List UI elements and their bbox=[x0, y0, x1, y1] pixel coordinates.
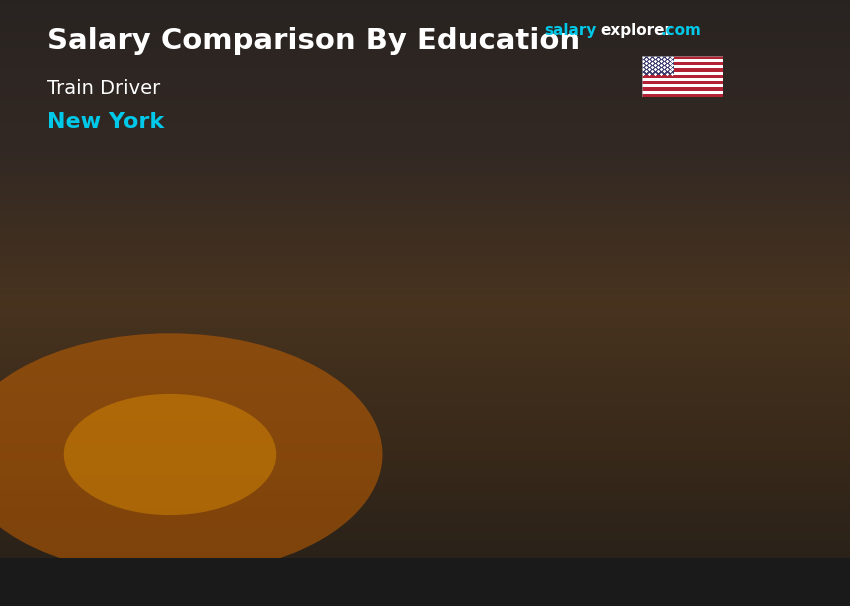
Bar bbox=[642, 65, 722, 68]
Bar bbox=[642, 56, 722, 59]
Text: Average Yearly Salary: Average Yearly Salary bbox=[801, 303, 811, 416]
Ellipse shape bbox=[64, 394, 276, 515]
Text: explorer: explorer bbox=[600, 23, 672, 38]
Polygon shape bbox=[368, 353, 446, 465]
Bar bbox=[0, 558, 850, 606]
Bar bbox=[642, 68, 722, 72]
Text: +68%: +68% bbox=[488, 207, 564, 231]
Polygon shape bbox=[446, 350, 468, 465]
Bar bbox=[642, 62, 722, 65]
Text: 34,400 USD: 34,400 USD bbox=[351, 329, 447, 344]
Ellipse shape bbox=[0, 333, 382, 576]
Text: Train Driver: Train Driver bbox=[47, 79, 160, 98]
Polygon shape bbox=[685, 275, 706, 465]
Text: New York: New York bbox=[47, 112, 164, 132]
Bar bbox=[642, 81, 722, 84]
Text: 21,900 USD: 21,900 USD bbox=[112, 370, 208, 384]
Polygon shape bbox=[129, 394, 208, 465]
Text: .com: .com bbox=[660, 23, 701, 38]
Bar bbox=[642, 56, 674, 75]
Bar bbox=[642, 59, 722, 62]
Polygon shape bbox=[208, 390, 229, 465]
Text: salary: salary bbox=[544, 23, 597, 38]
Polygon shape bbox=[368, 350, 468, 353]
Bar bbox=[642, 78, 722, 81]
Bar bbox=[642, 84, 722, 87]
Polygon shape bbox=[129, 390, 229, 394]
Text: Certificate or
Diploma: Certificate or Diploma bbox=[363, 486, 473, 521]
Polygon shape bbox=[606, 275, 706, 278]
Bar bbox=[642, 91, 722, 94]
Text: High School: High School bbox=[130, 486, 228, 501]
Text: 57,600 USD: 57,600 USD bbox=[589, 253, 685, 268]
Bar bbox=[642, 75, 722, 78]
Text: Salary Comparison By Education: Salary Comparison By Education bbox=[47, 27, 580, 55]
Text: Bachelor's
Degree: Bachelor's Degree bbox=[613, 486, 699, 521]
Bar bbox=[642, 94, 722, 97]
Bar bbox=[642, 87, 722, 91]
Text: +57%: +57% bbox=[250, 282, 326, 306]
Bar bbox=[642, 72, 722, 75]
Polygon shape bbox=[606, 278, 685, 465]
